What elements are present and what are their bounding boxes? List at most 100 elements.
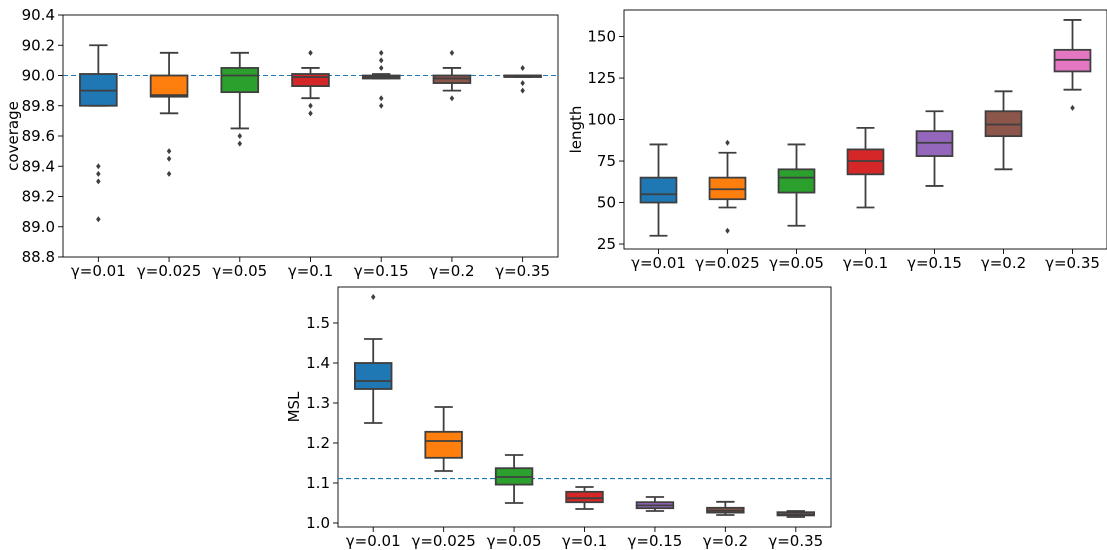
- y-tick-label: 1.4: [306, 354, 330, 372]
- box-0: [79, 44, 118, 223]
- box-6: [503, 64, 542, 94]
- box-body: [291, 73, 330, 87]
- box-4: [635, 496, 675, 512]
- box-1: [708, 139, 747, 234]
- panel-length: 25 50 75 100 125 150 length γ=0.01 γ=0.025 γ=0.05…: [567, 9, 1107, 272]
- outlier-point: [520, 64, 525, 71]
- outlier-point: [520, 87, 525, 94]
- y-axis-label: length: [567, 106, 585, 154]
- outlier-point: [166, 155, 172, 162]
- outlier-point: [308, 102, 313, 109]
- y-tick-label: 1.3: [306, 394, 330, 412]
- outlier-point: [308, 49, 313, 56]
- panel-coverage: 88.8 89.0 89.2 89.4 89.6 89.8 90.0 90.2 90.4 cove…: [4, 6, 559, 280]
- y-tick-label: 75: [597, 152, 616, 170]
- box-1: [424, 406, 463, 472]
- x-tick-label: γ=0.05: [212, 262, 267, 280]
- y-tick-label: 100: [587, 111, 616, 129]
- y-tick-label: 150: [587, 28, 616, 46]
- x-tick-label: γ=0.15: [354, 262, 409, 280]
- y-tick-label: 1.0: [306, 514, 330, 532]
- box-4: [915, 110, 954, 187]
- y-tick-label: 89.0: [22, 218, 55, 236]
- y-tick-label: 1.5: [306, 314, 330, 332]
- x-tick-label: γ=0.1: [843, 254, 888, 272]
- y-tick-label: 89.4: [22, 157, 55, 175]
- x-tick-label: γ=0.025: [137, 262, 201, 280]
- x-tick-label: γ=0.15: [628, 532, 683, 550]
- x-tick-label: γ=0.1: [562, 532, 607, 550]
- outlier-point: [166, 170, 172, 177]
- y-tick-label: 88.8: [22, 248, 55, 266]
- box-0: [639, 143, 678, 237]
- x-tick-label: γ=0.35: [495, 262, 550, 280]
- outlier-point: [96, 163, 101, 170]
- box-5: [432, 49, 472, 102]
- x-tick-label: γ=0.2: [981, 254, 1026, 272]
- outlier-point: [370, 294, 376, 300]
- outlier-point: [1070, 104, 1075, 111]
- box-2: [220, 51, 260, 147]
- x-tick-label: γ=0.01: [71, 262, 126, 280]
- y-tick-label: 50: [597, 194, 616, 212]
- box-2: [777, 143, 816, 227]
- x-tick-label: γ=0.1: [288, 262, 333, 280]
- y-tick-label: 125: [587, 69, 616, 87]
- outlier-point: [725, 227, 730, 234]
- y-tick-label: 25: [597, 235, 616, 253]
- box-body: [639, 176, 678, 204]
- y-tick-label: 90.2: [22, 36, 55, 54]
- y-tick-label: 89.6: [22, 127, 55, 145]
- outlier-point: [96, 216, 101, 223]
- outlier-point: [378, 95, 384, 102]
- panel-MSL: 1.0 1.1 1.2 1.3 1.4 1.5 MSL γ=0.01 γ=0.025 γ=0.05…: [285, 286, 832, 550]
- y-tick-label: 90.4: [22, 6, 55, 24]
- box-2: [494, 454, 534, 504]
- x-tick-label: γ=0.15: [907, 254, 962, 272]
- x-tick-label: γ=0.05: [487, 532, 542, 550]
- box-body: [424, 430, 463, 459]
- outlier-point: [378, 49, 384, 56]
- x-tick-label: γ=0.2: [703, 532, 748, 550]
- x-tick-label: γ=0.025: [411, 532, 475, 550]
- x-tick-label: γ=0.01: [346, 532, 401, 550]
- y-tick-label: 1.1: [306, 474, 330, 492]
- x-tick-label: γ=0.05: [769, 254, 824, 272]
- outlier-point: [237, 140, 243, 147]
- outlier-point: [96, 178, 101, 185]
- box-body: [565, 490, 604, 504]
- x-tick-label: γ=0.01: [631, 254, 686, 272]
- y-tick-label: 89.2: [22, 188, 55, 206]
- box-3: [846, 126, 885, 209]
- x-tick-label: γ=0.025: [695, 254, 759, 272]
- y-tick-label: 90.0: [22, 67, 55, 85]
- outlier-point: [96, 170, 101, 177]
- box-6: [1053, 19, 1092, 111]
- y-axis-label: coverage: [4, 101, 22, 171]
- x-tick-label: γ=0.35: [1045, 254, 1100, 272]
- box-5: [984, 90, 1023, 171]
- box-body: [149, 74, 189, 98]
- outlier-point: [237, 133, 243, 139]
- outlier-point: [449, 49, 455, 56]
- outlier-point: [308, 110, 313, 117]
- outlier-point: [725, 139, 730, 146]
- x-tick-label: γ=0.35: [768, 532, 823, 550]
- outlier-point: [378, 64, 384, 71]
- box-body: [354, 362, 393, 390]
- outlier-point: [449, 95, 455, 102]
- y-axis-label: MSL: [285, 391, 303, 422]
- box-1: [149, 51, 189, 177]
- y-tick-label: 89.8: [22, 97, 55, 115]
- x-tick-label: γ=0.2: [429, 262, 474, 280]
- box-4: [361, 49, 401, 109]
- box-0: [354, 294, 393, 424]
- outlier-point: [520, 80, 525, 87]
- outlier-point: [378, 102, 384, 109]
- box-body: [220, 67, 260, 94]
- outlier-point: [378, 57, 384, 64]
- box-6: [776, 510, 815, 518]
- box-3: [291, 49, 330, 117]
- box-3: [565, 486, 604, 510]
